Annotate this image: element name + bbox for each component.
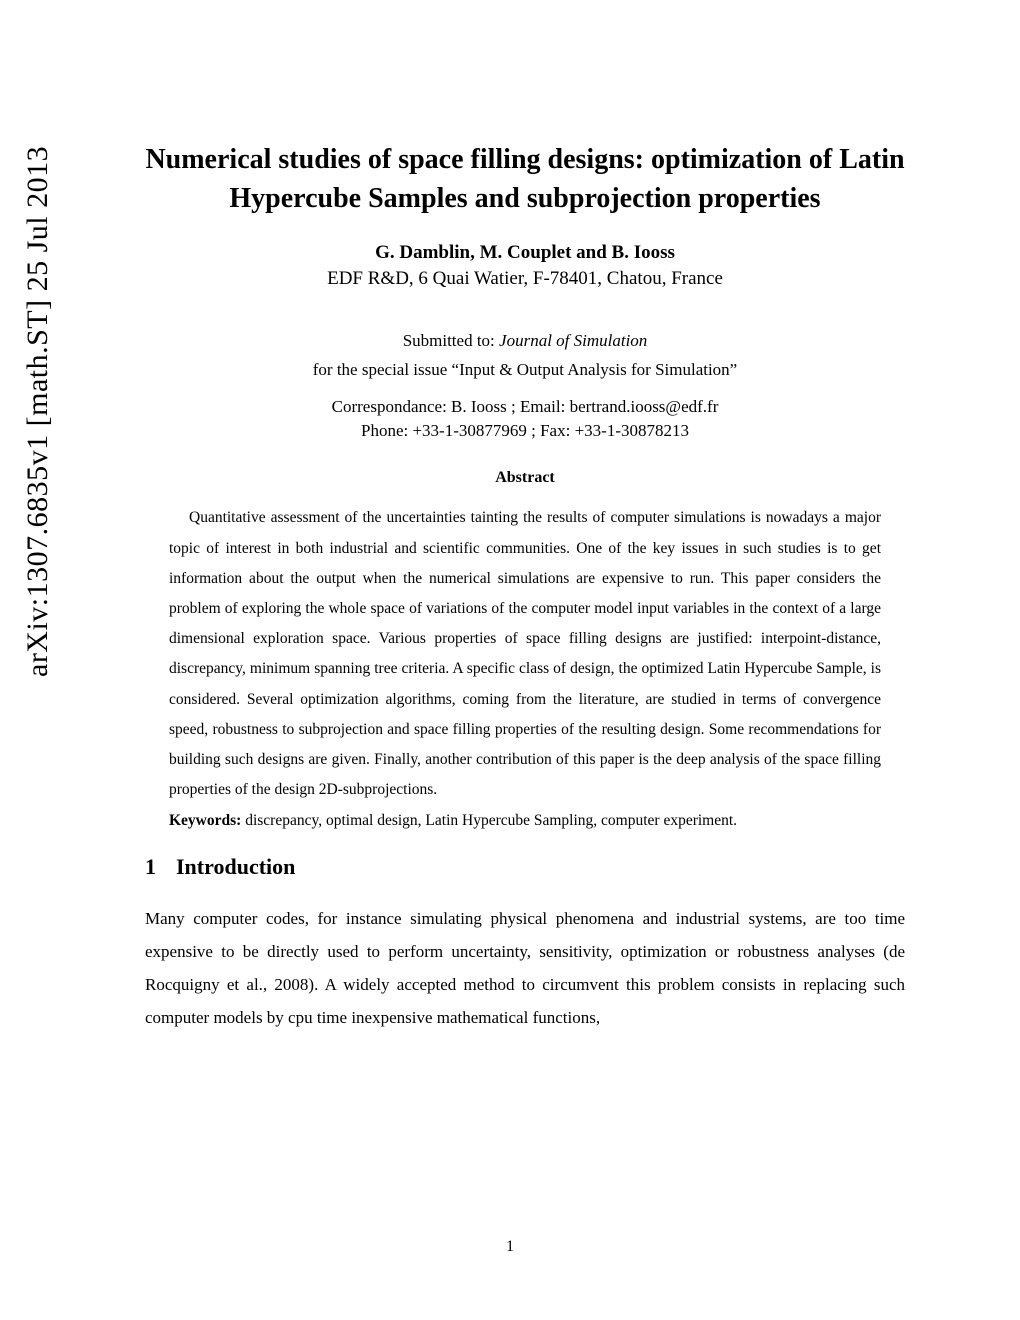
journal-name: Journal of Simulation xyxy=(499,331,647,350)
section-number: 1 xyxy=(145,854,156,879)
arxiv-identifier: arXiv:1307.6835v1 [math.ST] 25 Jul 2013 xyxy=(21,146,55,677)
submitted-prefix: Submitted to: xyxy=(403,331,499,350)
section-1-heading: 1 Introduction xyxy=(145,854,905,880)
affiliation: EDF R&D, 6 Quai Watier, F-78401, Chatou,… xyxy=(145,268,905,290)
author-list: G. Damblin, M. Couplet and B. Iooss xyxy=(145,242,905,264)
keywords-text: discrepancy, optimal design, Latin Hyper… xyxy=(241,812,737,829)
page-content: Numerical studies of space filling desig… xyxy=(145,140,905,1034)
paper-title: Numerical studies of space filling desig… xyxy=(145,140,905,218)
abstract-heading: Abstract xyxy=(145,469,905,487)
abstract-content: Quantitative assessment of the uncertain… xyxy=(169,509,881,798)
page-number: 1 xyxy=(0,1238,1020,1256)
abstract-text: Quantitative assessment of the uncertain… xyxy=(145,503,905,835)
section-title: Introduction xyxy=(176,854,295,879)
special-issue: for the special issue “Input & Output An… xyxy=(145,360,905,380)
correspondence: Correspondance: B. Iooss ; Email: bertra… xyxy=(145,394,905,420)
submitted-to: Submitted to: Journal of Simulation xyxy=(145,328,905,354)
intro-paragraph: Many computer codes, for instance simula… xyxy=(145,902,905,1035)
keywords-label: Keywords: xyxy=(169,812,241,829)
phone-fax: Phone: +33-1-30877969 ; Fax: +33-1-30878… xyxy=(145,421,905,441)
